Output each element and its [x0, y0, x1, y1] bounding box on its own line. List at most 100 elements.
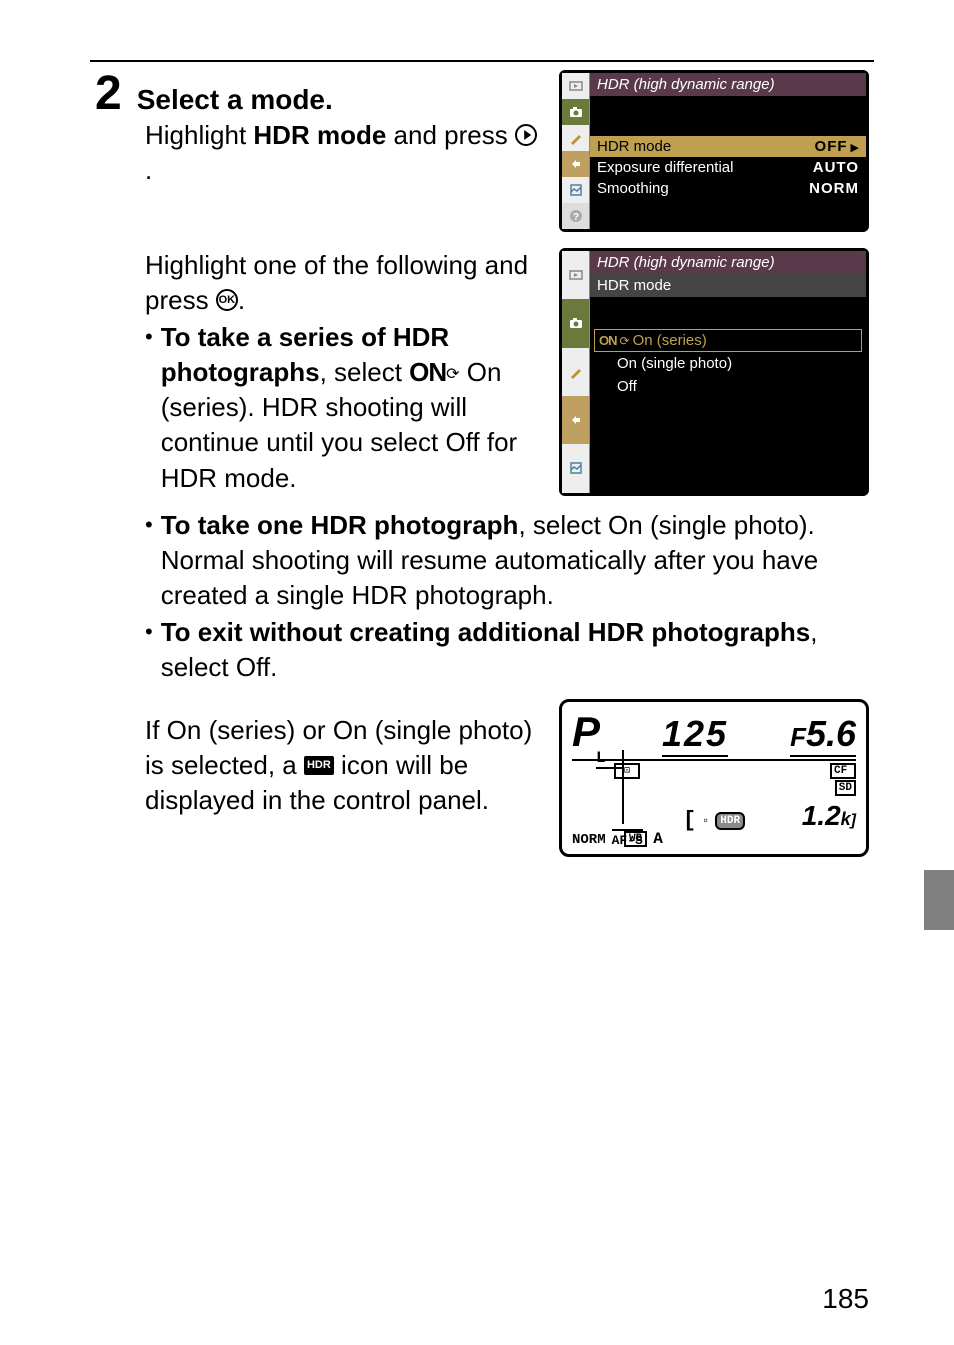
cycle-icon: ⟳ — [620, 334, 630, 348]
text-bold: HDR mode — [253, 120, 386, 150]
menu-body: HDR (high dynamic range) HDR mode OFF▶ E… — [590, 73, 866, 229]
tab-shooting-icon — [562, 299, 590, 347]
menu-title: HDR (high dynamic range) — [590, 251, 866, 274]
top-rule — [90, 60, 874, 62]
menu-row: HDR mode OFF▶ — [590, 136, 866, 157]
side-tab — [924, 870, 954, 930]
control-panel-lcd: P 125 F5.6 L ⊡ CF SD [ ▫ HDR 1.2k] NORM … — [559, 699, 869, 857]
bullet-dot-icon: • — [145, 508, 153, 613]
text: . — [238, 285, 245, 315]
text-bold: On (single photo) — [333, 715, 532, 745]
page-number: 185 — [822, 1283, 869, 1315]
lcd-l: L — [596, 749, 622, 769]
lcd-cards: CF SD — [830, 763, 856, 796]
text-bold: HDR mode — [161, 463, 290, 493]
lcd-wb: WB — [624, 831, 647, 847]
chevron-right-icon: ▶ — [851, 142, 859, 154]
lcd-count-val: 1.2 — [802, 800, 841, 831]
step-number: 2 — [95, 70, 122, 118]
text: Highlight one of the following and press — [145, 250, 528, 315]
option-label: Off — [617, 378, 637, 395]
option-label: On (series) — [633, 332, 707, 349]
menu-row-label: HDR mode — [597, 138, 671, 155]
tab-custom-icon — [562, 348, 590, 396]
tab-retouch-icon — [562, 444, 590, 492]
option-item: ON⟳ On (series) — [594, 329, 862, 352]
menu-row: Smoothing NORM — [590, 178, 866, 199]
bullet-lead: To take one HDR photograph — [161, 510, 519, 540]
lcd-divider — [622, 750, 624, 824]
text: Highlight — [145, 120, 253, 150]
bullet-item: • To exit without creating additional HD… — [145, 615, 869, 685]
lcd-count-k: k — [841, 809, 851, 829]
text: or — [295, 715, 333, 745]
lcd-section: If On (series) or On (single photo) is s… — [95, 699, 869, 857]
af-point-icon: ▫ — [702, 814, 709, 828]
text: is selected, a — [145, 750, 304, 780]
hdr-box-icon: HDR — [715, 812, 745, 830]
option-label: On (single photo) — [617, 355, 732, 372]
cycle-icon: ⟳ — [446, 370, 459, 380]
period: . — [145, 155, 152, 185]
text: and press — [386, 120, 515, 150]
text-bold: Off — [445, 427, 479, 457]
ok-icon: OK — [216, 289, 238, 311]
lcd-wb-row: WB A — [624, 830, 663, 848]
step-title: Select a mode. — [137, 84, 333, 116]
menu-body: HDR (high dynamic range) HDR mode ON⟳ On… — [590, 251, 866, 493]
lcd-shutter: 125 — [662, 713, 728, 757]
on-prefix: ON — [409, 357, 446, 387]
tab-custom-icon — [562, 125, 590, 151]
bracket-right-icon: ] — [851, 812, 856, 829]
step-header: 2 Select a mode. — [95, 70, 541, 118]
menu-row-value: OFF — [815, 138, 848, 155]
tab-setup-icon — [562, 151, 590, 177]
option-item: Off — [594, 375, 862, 398]
lcd-sd-card: SD — [835, 780, 856, 796]
tab-playback-icon — [562, 73, 590, 99]
step-section-1: 2 Select a mode. Highlight HDR mode and … — [95, 70, 869, 232]
menu-subtitle: HDR mode — [590, 274, 866, 297]
text: for — [480, 427, 518, 457]
lcd-wb-mode: A — [653, 830, 663, 848]
tab-setup-icon — [562, 396, 590, 444]
menu-row-value: NORM — [809, 180, 859, 197]
menu-row: Exposure differential AUTO — [590, 157, 866, 178]
lcd-f-prefix: F — [790, 722, 806, 752]
lcd-bottom-row: NORM AF-S — [572, 829, 856, 848]
tab-shooting-icon — [562, 99, 590, 125]
text: . — [289, 463, 296, 493]
text: . — [270, 652, 277, 682]
menu-row-label: Smoothing — [597, 180, 669, 197]
tab-help-icon: ? — [562, 203, 590, 229]
lcd-quality: NORM — [572, 832, 606, 848]
highlight-paragraph: Highlight one of the following and press… — [145, 248, 541, 318]
text-bold: On (series) — [167, 715, 296, 745]
hdr-badge-icon: HDR — [304, 756, 334, 775]
bullet-dot-icon: • — [145, 615, 153, 685]
bullet-dot-icon: • — [145, 320, 153, 495]
text-bold: Off — [236, 652, 270, 682]
text: , select — [320, 357, 410, 387]
text-bold: On (single photo) — [608, 510, 807, 540]
lcd-count: 1.2k] — [802, 800, 856, 832]
menu-screen-2: HDR (high dynamic range) HDR mode ON⟳ On… — [559, 248, 869, 496]
menu-tabs: ? — [562, 73, 590, 229]
step-line1: Highlight HDR mode and press . — [145, 118, 541, 188]
tab-retouch-icon — [562, 177, 590, 203]
menu-title: HDR (high dynamic range) — [590, 73, 866, 96]
text: , select — [518, 510, 608, 540]
lcd-aperture: F5.6 — [790, 713, 856, 757]
bullet-item: • To take one HDR photograph, select On … — [145, 508, 869, 613]
menu-row-value: AUTO — [813, 159, 859, 176]
menu-row-label: Exposure differential — [597, 159, 733, 176]
tab-playback-icon — [562, 251, 590, 299]
lcd-l-label: L — [596, 748, 622, 769]
text: If — [145, 715, 167, 745]
lcd-f-value: 5.6 — [806, 713, 856, 754]
bullet-item: • To take a series of HDR photographs, s… — [145, 320, 541, 495]
lcd-cf-card: CF — [830, 763, 856, 779]
svg-text:?: ? — [572, 212, 578, 223]
option-list: ON⟳ On (series) On (single photo) Off — [590, 329, 866, 404]
menu-tabs — [562, 251, 590, 493]
